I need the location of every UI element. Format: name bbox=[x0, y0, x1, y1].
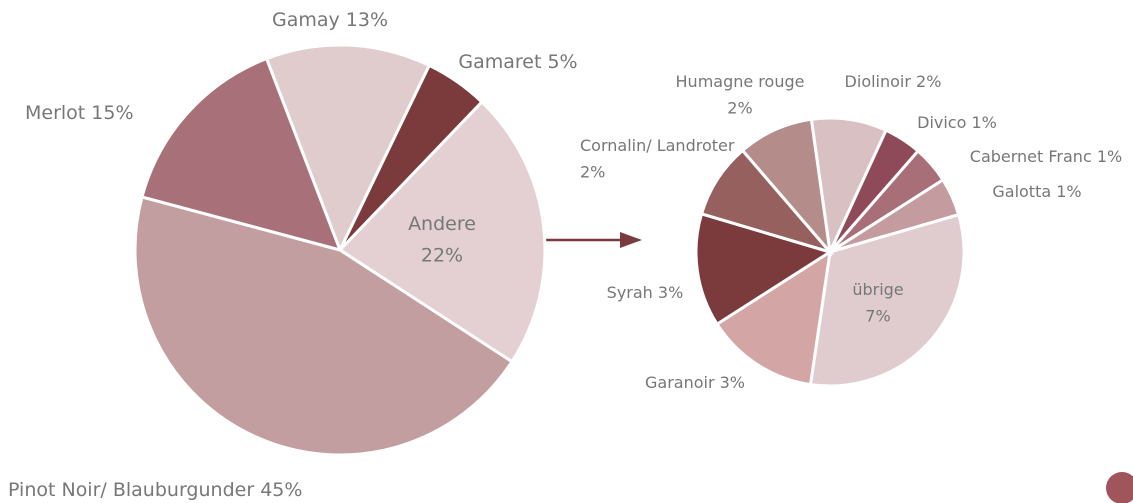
slice-name: Cornalin/ Landroter bbox=[580, 136, 735, 155]
slice-name: Andere bbox=[408, 213, 476, 235]
slice-value: 2% bbox=[916, 72, 941, 91]
pie-slice bbox=[133, 195, 515, 457]
slice-name: Garanoir bbox=[645, 373, 715, 392]
pie-slice bbox=[694, 211, 834, 327]
slice-name: Pinot Noir/ Blauburgunder bbox=[8, 479, 254, 501]
slice-label: Galotta 1% bbox=[992, 182, 1081, 201]
slice-value: 13% bbox=[346, 9, 388, 31]
slice-value: 22% bbox=[421, 244, 463, 266]
pie-slice bbox=[337, 99, 547, 364]
slice-label: Andere 22% bbox=[408, 213, 476, 266]
slice-name: Humagne rouge bbox=[676, 72, 805, 91]
slice-value: 45% bbox=[260, 479, 302, 501]
slice-name: Merlot bbox=[25, 102, 85, 124]
slice-label: Merlot 15% bbox=[25, 102, 134, 124]
slice-label: Pinot Noir/ Blauburgunder 45% bbox=[8, 479, 302, 501]
slice-name: Divico bbox=[917, 113, 966, 132]
slice-value: 2% bbox=[580, 162, 605, 181]
slice-name: Cabernet Franc bbox=[970, 147, 1092, 166]
slice-label: Syrah 3% bbox=[607, 283, 684, 302]
slice-name: Galotta bbox=[992, 182, 1051, 201]
slice-label: Gamay 13% bbox=[272, 9, 388, 31]
slice-value: 7% bbox=[865, 306, 890, 325]
slice-label: Cornalin/ Landroter 2% bbox=[580, 136, 735, 181]
slice-value: 3% bbox=[658, 283, 683, 302]
slice-label: Cabernet Franc 1% bbox=[970, 147, 1122, 166]
pie-slice bbox=[714, 248, 832, 387]
slice-label: Gamaret 5% bbox=[458, 51, 577, 73]
arrow-head bbox=[620, 232, 642, 248]
slice-name: Syrah bbox=[607, 283, 653, 302]
slice-value: 15% bbox=[91, 102, 133, 124]
slice-value: 1% bbox=[1097, 147, 1122, 166]
pie-slice bbox=[808, 212, 966, 388]
slice-value: 2% bbox=[727, 98, 752, 117]
slice-label: Divico 1% bbox=[917, 113, 997, 132]
pie-slice bbox=[264, 43, 432, 254]
slice-value: 3% bbox=[720, 373, 745, 392]
pie-slice bbox=[740, 117, 833, 257]
slice-value: 5% bbox=[547, 51, 577, 73]
slice-label: Diolinoir 2% bbox=[845, 72, 942, 91]
slice-label: Garanoir 3% bbox=[645, 373, 745, 392]
slice-label: übrige 7% bbox=[852, 280, 903, 325]
slice-name: Gamaret bbox=[458, 51, 541, 73]
slice-value: 1% bbox=[971, 113, 996, 132]
slice-label: Humagne rouge 2% bbox=[676, 72, 805, 117]
slice-value: 1% bbox=[1056, 182, 1081, 201]
slice-name: Gamay bbox=[272, 9, 340, 31]
pie-slice bbox=[140, 56, 343, 253]
slice-name: Diolinoir bbox=[845, 72, 912, 91]
corner-decoration bbox=[1106, 472, 1133, 503]
slice-name: übrige bbox=[852, 280, 903, 299]
